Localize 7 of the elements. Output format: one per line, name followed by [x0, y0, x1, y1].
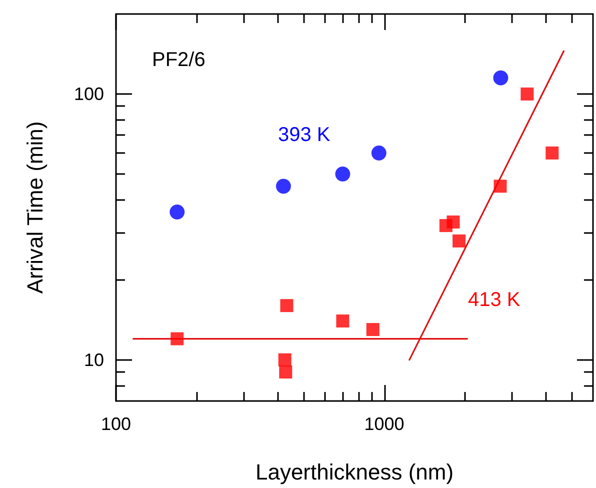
y-axis-title: Arrival Time (min) — [22, 121, 48, 294]
annotation: PF2/6 — [152, 49, 206, 71]
y-tick-label: 10 — [84, 350, 104, 370]
text: 413 K — [468, 289, 521, 311]
series-label: 393 K — [278, 124, 331, 146]
x-tick-label: 1000 — [364, 414, 404, 434]
x-axis-title: Layerthickness (nm) — [255, 460, 454, 484]
